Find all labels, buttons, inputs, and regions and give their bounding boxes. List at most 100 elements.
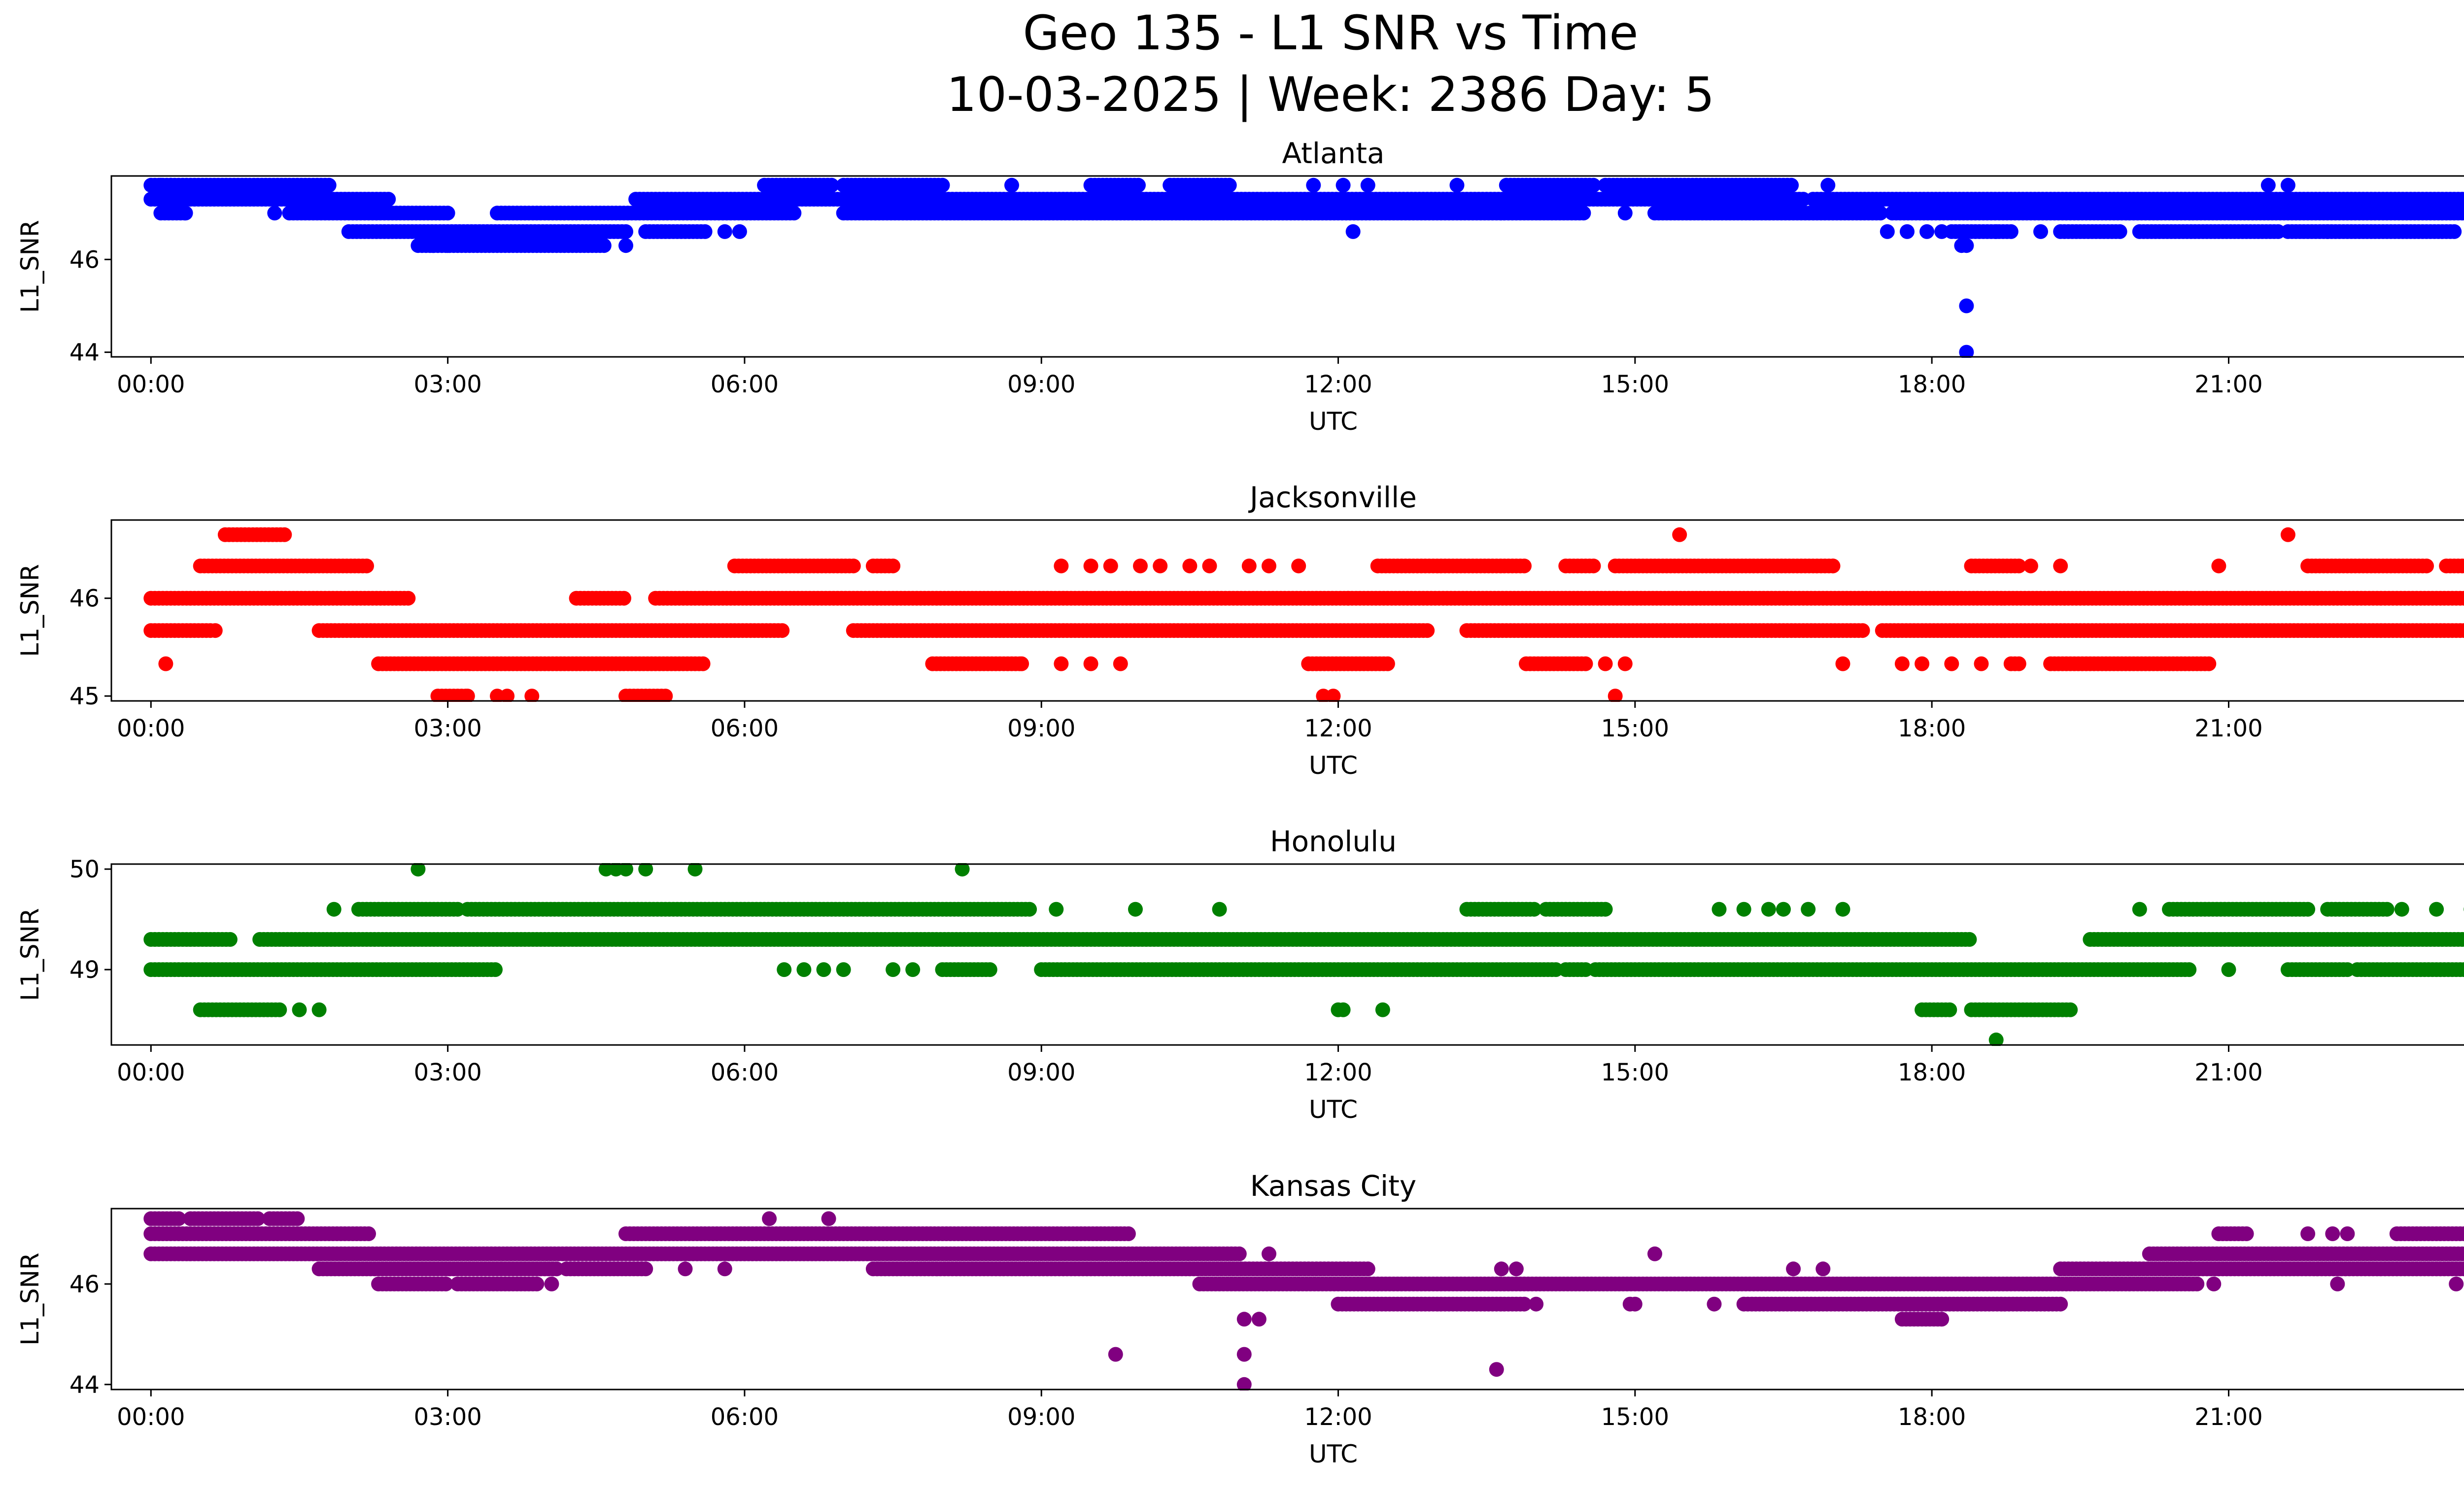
jacksonville-point [1103, 558, 1118, 574]
jacksonville-point [2461, 592, 2464, 605]
honolulu-point [796, 962, 812, 977]
honolulu-point [1049, 902, 1064, 917]
honolulu-axes-frame [110, 863, 2464, 1046]
jacksonville-point [1054, 656, 1069, 671]
atlanta-point [1004, 177, 1019, 193]
atlanta-xtick-label: 18:00 [1898, 371, 1966, 398]
honolulu-point [1335, 1002, 1351, 1017]
honolulu-point [1962, 932, 1977, 947]
honolulu-ytick-label: 49 [69, 956, 100, 984]
jacksonville-point [1825, 558, 1841, 574]
honolulu-point [2379, 902, 2395, 917]
jacksonville-point [2463, 561, 2464, 570]
jacksonville-title: Jacksonville [1248, 481, 1417, 514]
atlanta-point [1988, 224, 2004, 239]
atlanta-point [1959, 298, 1974, 313]
jacksonville-point [1608, 689, 1623, 702]
jacksonville-markers [143, 527, 2464, 702]
jacksonville-point [1262, 558, 1276, 574]
honolulu-point [1527, 902, 1542, 917]
atlanta-point [1360, 177, 1375, 193]
atlanta-point [2459, 192, 2464, 207]
atlanta-point [381, 192, 396, 207]
honolulu-point [2394, 902, 2409, 917]
honolulu-ylabel: L1_SNR [16, 908, 44, 1001]
jacksonville-point [207, 623, 223, 638]
atlanta-xtick-label: 15:00 [1601, 371, 1669, 398]
atlanta-point [2463, 195, 2464, 204]
honolulu-ytick-label: 50 [69, 856, 100, 883]
atlanta-point [697, 224, 713, 239]
honolulu-point [836, 962, 851, 977]
honolulu-point [1801, 902, 1816, 917]
jacksonville-point [1133, 558, 1148, 574]
kansas-city-point [171, 1211, 186, 1226]
figure-title-line2: 10-03-2025 | Week: 2386 Day: 5 [947, 67, 1715, 123]
atlanta-point [1306, 177, 1321, 193]
honolulu-point [1776, 902, 1791, 917]
atlanta-point [1820, 177, 1836, 193]
jacksonville-point [1915, 656, 1930, 671]
jacksonville-point [500, 689, 515, 702]
honolulu-xtick-label: 03:00 [413, 1059, 481, 1086]
honolulu-point [2063, 1002, 2078, 1017]
honolulu-point [638, 863, 653, 877]
jacksonville-point [2280, 527, 2295, 542]
kansas-city-point [1121, 1226, 1136, 1241]
jacksonville-point [1291, 558, 1306, 574]
honolulu-point [905, 962, 921, 977]
atlanta-axes-frame [110, 175, 2464, 358]
honolulu-xlabel: UTC [1309, 1095, 1358, 1124]
jacksonville-point [1835, 656, 1850, 671]
honolulu-xtick-label: 15:00 [1601, 1059, 1669, 1086]
honolulu-point [982, 962, 997, 977]
honolulu-point [777, 962, 792, 977]
kansas-city-point [290, 1211, 305, 1226]
honolulu-point [1022, 902, 1037, 917]
atlanta-point [321, 177, 337, 193]
atlanta-point [2112, 224, 2127, 239]
jacksonville-point [2419, 558, 2434, 574]
jacksonville-point [1014, 656, 1029, 671]
atlanta-xtick-label: 12:00 [1304, 371, 1372, 398]
jacksonville-point [2461, 624, 2464, 637]
honolulu-point [1598, 902, 1613, 917]
honolulu-point [1128, 902, 1143, 917]
jacksonville-point [1202, 558, 1217, 574]
atlanta-point [1449, 177, 1465, 193]
honolulu-point [2300, 902, 2316, 917]
atlanta-point [1880, 224, 1895, 239]
atlanta-point [1335, 177, 1351, 193]
atlanta-point [178, 206, 193, 221]
honolulu-point [886, 962, 901, 977]
honolulu-point [292, 1002, 307, 1017]
atlanta-xtick-label: 00:00 [117, 371, 185, 398]
jacksonville-point [2053, 558, 2068, 574]
jacksonville-point [460, 689, 475, 702]
honolulu-point [1375, 1002, 1390, 1017]
honolulu-point [2461, 963, 2464, 976]
atlanta-ytick-label: 44 [69, 339, 100, 367]
atlanta-point [596, 238, 612, 253]
honolulu-point [2221, 962, 2236, 977]
jacksonville-point [1657, 623, 1673, 638]
atlanta-point [1954, 238, 1969, 253]
honolulu-point [1711, 902, 1727, 917]
atlanta-ytick-label: 46 [69, 246, 100, 274]
honolulu-point [955, 863, 970, 877]
jacksonville-point [1241, 558, 1257, 574]
jacksonville-point [2011, 656, 2026, 671]
jacksonville-point [1113, 656, 1128, 671]
atlanta-point [1345, 224, 1361, 239]
jacksonville-point [1855, 623, 1870, 638]
jacksonville-point [524, 689, 540, 702]
honolulu-point [1212, 902, 1227, 917]
jacksonville-point [1578, 656, 1593, 671]
kansas-city-markers [143, 1211, 2464, 1391]
atlanta-point [2260, 177, 2276, 193]
jacksonville-point [1182, 558, 1198, 574]
